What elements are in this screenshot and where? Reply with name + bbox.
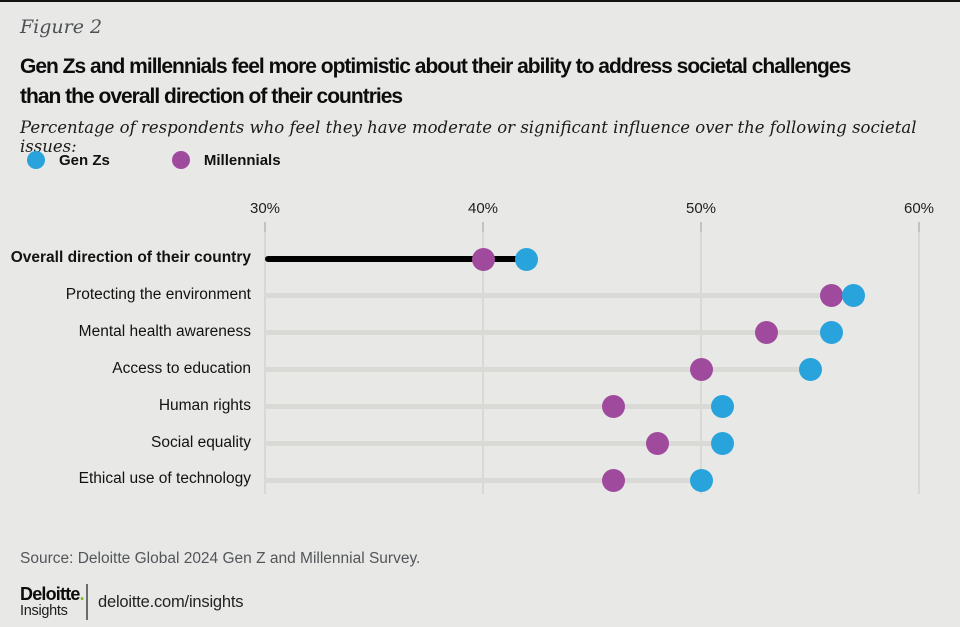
category-label: Mental health awareness <box>78 322 251 340</box>
connector-line <box>265 441 723 446</box>
chart-legend: Gen Zs Millennials <box>27 151 343 169</box>
axis-tick-50 <box>700 222 702 232</box>
connector-line <box>265 404 723 410</box>
category-label: Human rights <box>158 396 251 414</box>
dot-gen-zs <box>689 468 713 492</box>
logo-brand-word: Deloitte <box>20 584 80 604</box>
logo-green-dot: . <box>79 584 85 604</box>
millennials-dot-icon <box>171 151 190 169</box>
dot-millennials <box>689 358 713 382</box>
dot-gen-zs <box>798 358 822 382</box>
figure-label: Figure 2 <box>20 16 103 38</box>
dot-millennials <box>754 321 778 345</box>
connector-line <box>265 367 810 373</box>
dot-millennials <box>602 468 626 492</box>
dot-gen-zs <box>711 432 735 455</box>
dot-millennials <box>820 284 844 308</box>
gridline-40 <box>482 222 484 494</box>
legend-label-gen-zs: Gen Zs <box>59 151 110 169</box>
footer-url-link[interactable]: deloitte.com/insights <box>98 592 244 611</box>
logo-insights-text: Insights <box>20 603 68 619</box>
legend-item-millennials: Millennials <box>171 151 281 169</box>
dot-millennials <box>645 432 669 455</box>
connector-line <box>265 293 854 299</box>
connector-line <box>265 477 701 483</box>
title-line-1: Gen Zs and millennials feel more optimis… <box>20 55 851 78</box>
page-title: Gen Zs and millennials feel more optimis… <box>20 52 851 112</box>
logo-brand-text: Deloitte. <box>20 585 86 603</box>
legend-label-millennials: Millennials <box>203 151 281 169</box>
dot-gen-zs <box>842 284 866 308</box>
dot-gen-zs <box>820 321 844 345</box>
category-label: Social equality <box>151 433 251 451</box>
source-note: Source: Deloitte Global 2024 Gen Z and M… <box>20 550 421 567</box>
dot-millennials <box>602 395 626 419</box>
gen-zs-dot-icon <box>27 151 45 169</box>
gridline-50 <box>700 222 702 494</box>
axis-tick-40 <box>482 222 484 232</box>
connector-line <box>265 256 527 262</box>
category-label: Overall direction of their country <box>10 249 251 266</box>
dot-gen-zs <box>515 247 539 271</box>
dot-gen-zs <box>711 395 735 419</box>
gridline-30 <box>264 222 266 494</box>
title-line-2: than the overall direction of their coun… <box>20 85 403 108</box>
category-label: Access to education <box>112 359 251 377</box>
legend-item-gen-zs: Gen Zs <box>27 151 110 169</box>
footer: Deloitte. Insights deloitte.com/insights <box>20 584 243 620</box>
category-label: Protecting the environment <box>65 285 251 303</box>
axis-tick-label-40: 40% <box>467 200 499 217</box>
axis-tick-label-60: 60% <box>903 200 935 217</box>
deloitte-insights-logo: Deloitte. Insights <box>20 585 86 619</box>
footer-divider <box>86 584 88 620</box>
axis-tick-label-50: 50% <box>685 200 717 217</box>
axis-tick-label-30: 30% <box>249 200 281 217</box>
axis-tick-60 <box>918 222 920 232</box>
category-label: Ethical use of technology <box>78 470 251 488</box>
gridline-60 <box>918 222 920 494</box>
axis-tick-30 <box>264 222 266 232</box>
connector-line <box>265 330 832 336</box>
dot-millennials <box>471 247 495 271</box>
